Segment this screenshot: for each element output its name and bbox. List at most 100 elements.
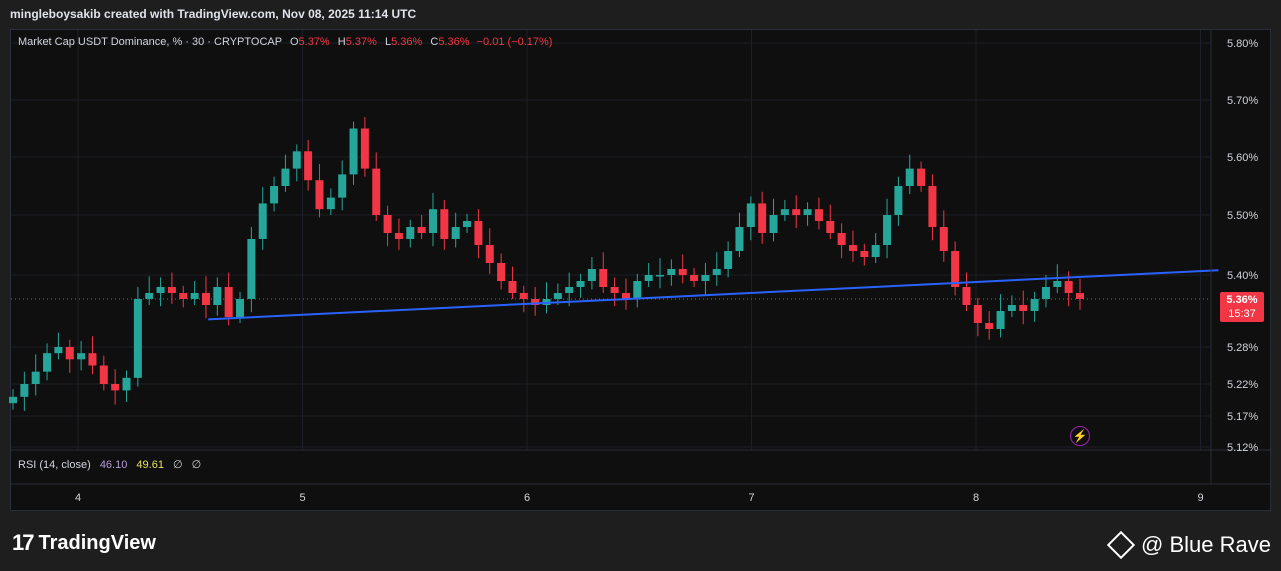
- price-tick-label: 5.80%: [1227, 38, 1258, 50]
- price-tick-label: 5.70%: [1227, 95, 1258, 107]
- candle-body: [9, 396, 17, 404]
- candle-body: [508, 281, 517, 293]
- candle-body: [428, 209, 437, 233]
- candle-body: [417, 227, 426, 233]
- candle-body: [644, 275, 653, 281]
- candle-body: [996, 311, 1005, 329]
- candle-body: [270, 186, 279, 204]
- tradingview-logo: 17 TradingView: [12, 530, 156, 556]
- candle-body: [304, 151, 313, 181]
- rsi-value: 46.10: [99, 459, 128, 471]
- time-axis: 4 5 6 7 8 9: [75, 492, 1204, 504]
- candle-body: [758, 203, 767, 233]
- candle-body: [349, 128, 358, 175]
- candle-body: [1076, 293, 1084, 299]
- candle-body: [292, 151, 301, 169]
- low-value: 5.36%: [391, 36, 423, 48]
- candle-body: [917, 168, 926, 186]
- candle-body: [54, 347, 63, 354]
- price-tick-label: 5.12%: [1227, 442, 1258, 454]
- binance-diamond-icon: [1106, 530, 1136, 560]
- high-label: H: [337, 36, 346, 48]
- candle-body: [31, 371, 40, 384]
- candle-body: [826, 221, 835, 233]
- candle-body: [678, 269, 687, 275]
- candle-body: [610, 287, 619, 293]
- price-tick-label: 5.17%: [1227, 411, 1258, 423]
- high-value: 5.37%: [345, 36, 377, 48]
- candle-body: [77, 353, 86, 360]
- candle-body: [383, 215, 392, 233]
- time-tick-label: 4: [75, 492, 81, 504]
- candle-body: [519, 293, 528, 299]
- last-price-tag: 5.36% 15:37: [1220, 292, 1264, 322]
- candle-body: [1007, 305, 1016, 311]
- candle-body: [281, 168, 290, 186]
- candle-body: [167, 287, 176, 293]
- candle-body: [372, 168, 381, 215]
- ascending-trendline: [208, 269, 1219, 321]
- candle-body: [326, 197, 335, 210]
- candle-body: [701, 275, 710, 281]
- candle-body: [633, 281, 642, 299]
- candle-series: [9, 117, 1084, 411]
- candle-body: [111, 384, 120, 391]
- candle-body: [1064, 281, 1073, 293]
- candle-body: [338, 174, 347, 198]
- candle-body: [712, 269, 721, 275]
- close-label: C: [430, 36, 439, 48]
- candle-body: [565, 287, 574, 293]
- candle-body: [99, 365, 108, 384]
- time-tick-label: 5: [299, 492, 305, 504]
- chart-grid: [11, 30, 1210, 450]
- candle-body: [951, 251, 960, 287]
- tradingview-logo-icon: 17: [12, 530, 35, 555]
- chart-attribution: mingleboysakib created with TradingView.…: [10, 7, 417, 21]
- rsi-label: RSI (14, close): [18, 459, 91, 471]
- close-value: 5.36%: [438, 36, 470, 48]
- candle-body: [656, 275, 665, 277]
- candle-body: [65, 347, 74, 360]
- lightning-icon[interactable]: ⚡: [1070, 426, 1090, 446]
- time-tick-label: 8: [973, 492, 979, 504]
- watermark: @ Blue Rave: [1106, 530, 1271, 560]
- candle-body: [236, 299, 245, 317]
- price-tick-label: 5.40%: [1227, 270, 1258, 282]
- chart-frame[interactable]: [10, 29, 1271, 511]
- time-tick-label: 7: [748, 492, 754, 504]
- candle-body: [485, 245, 494, 263]
- candle-body: [871, 245, 880, 257]
- candle-body: [440, 209, 449, 239]
- candle-body: [88, 353, 97, 366]
- candle-body: [848, 245, 857, 251]
- candle-body: [803, 209, 812, 215]
- candle-body: [247, 239, 256, 299]
- candle-body: [394, 233, 403, 239]
- candle-body: [814, 209, 823, 221]
- tradingview-logo-text: TradingView: [38, 531, 156, 554]
- change-value: −0.01 (−0.17%): [476, 36, 553, 48]
- candle-body: [531, 299, 540, 305]
- price-axis: 5.80% 5.70% 5.60% 5.50% 5.40% 5.28% 5.22% 5.17%…: [1227, 38, 1258, 454]
- candle-body: [735, 227, 744, 251]
- candle-body: [973, 305, 982, 323]
- price-tick-label: 5.50%: [1227, 210, 1258, 222]
- candle-body: [360, 128, 369, 169]
- candle-body: [928, 186, 937, 227]
- watermark-text: @ Blue Rave: [1141, 532, 1271, 557]
- bar-countdown: 15:37: [1228, 308, 1256, 320]
- rsi-ma-value: 49.61: [136, 459, 164, 471]
- candle-body: [179, 293, 188, 299]
- candle-body: [769, 215, 778, 233]
- candle-body: [985, 323, 994, 329]
- open-label: O: [289, 36, 299, 48]
- candle-body: [258, 203, 267, 239]
- candle-body: [224, 287, 233, 317]
- candle-body: [905, 168, 914, 186]
- candle-body: [962, 287, 971, 305]
- candle-body: [463, 221, 472, 227]
- rsi-empty-2: ∅: [191, 459, 202, 471]
- candle-body: [190, 293, 199, 299]
- price-tick-label: 5.60%: [1227, 152, 1258, 164]
